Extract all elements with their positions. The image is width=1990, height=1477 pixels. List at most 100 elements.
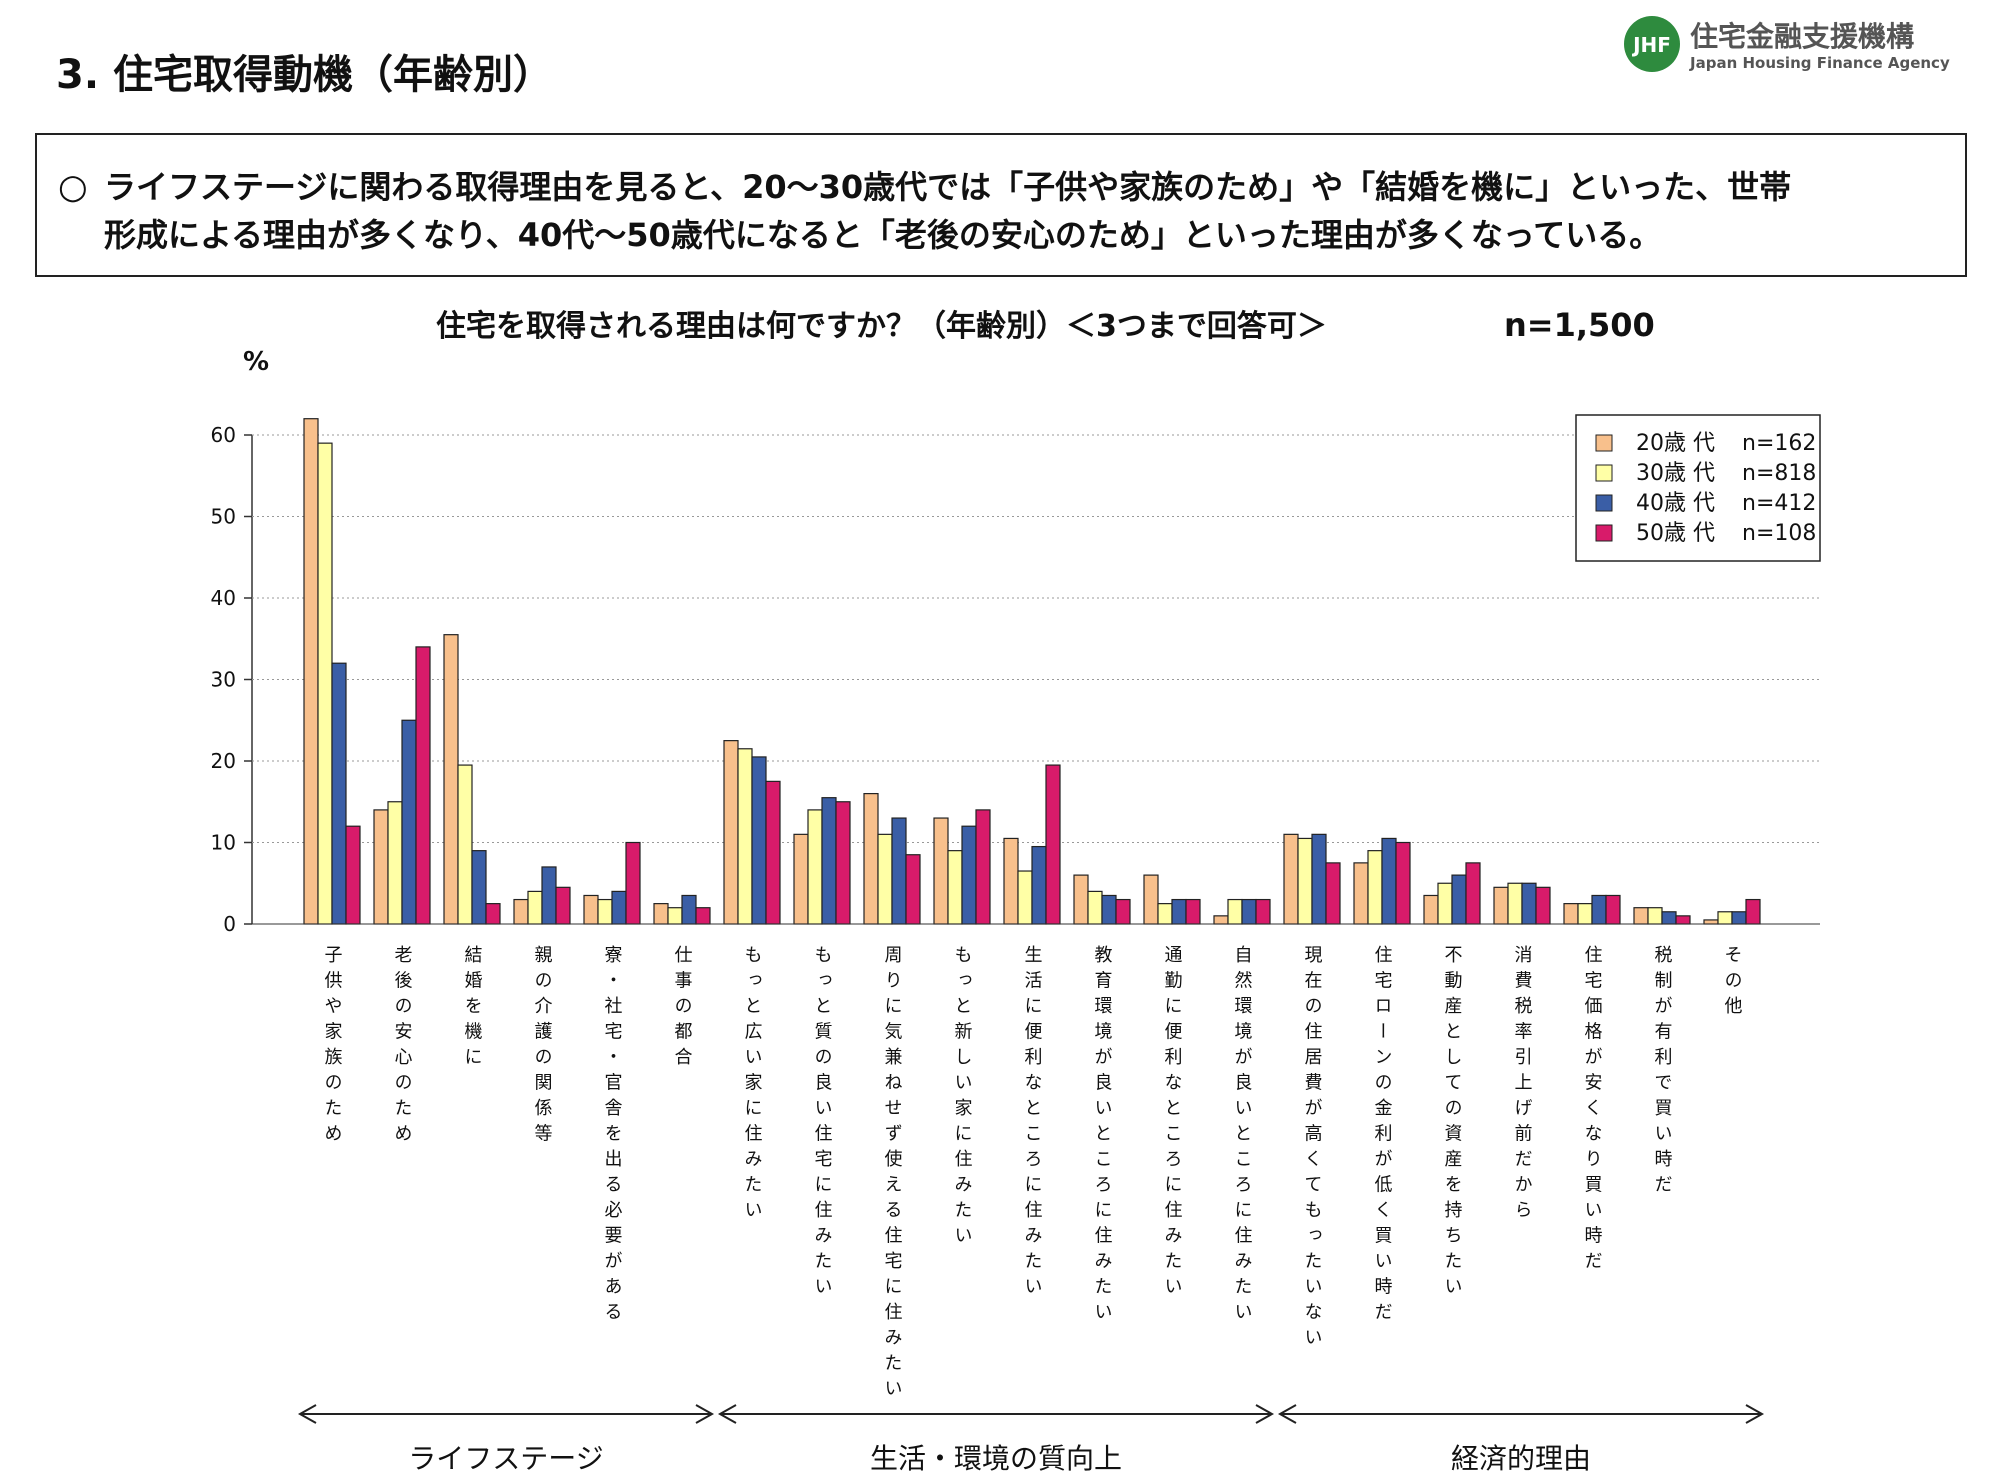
bar xyxy=(1157,903,1173,925)
group-arrow-head xyxy=(1277,1404,1765,1424)
bar xyxy=(1675,915,1691,925)
bar xyxy=(303,418,319,925)
bar xyxy=(597,898,613,925)
bar xyxy=(1283,833,1299,925)
bar xyxy=(1563,903,1579,925)
legend-label: 50歳 代 xyxy=(1636,521,1715,546)
legend-n: n=818 xyxy=(1742,461,1816,486)
summary-bullet: ○ xyxy=(58,167,88,207)
bar xyxy=(1465,862,1481,925)
sample-size: n=1,500 xyxy=(1504,306,1655,344)
bar xyxy=(1703,919,1719,925)
summary-line: ライフステージに関わる取得理由を見ると、20～30歳代では「子供や家族のため」や… xyxy=(104,168,1791,206)
legend-swatch xyxy=(1595,434,1613,452)
bar xyxy=(947,850,963,925)
x-tick-label: 税制が有利で買い時だ xyxy=(1652,945,1673,1200)
y-tick-label: 20 xyxy=(211,749,236,773)
x-tick-label: もっと質の良い住宅に住みたい xyxy=(812,945,833,1302)
bar xyxy=(1395,841,1411,925)
group-label: 生活・環境の質向上 xyxy=(870,1442,1122,1475)
bar xyxy=(1101,894,1117,925)
bar xyxy=(1031,845,1047,925)
bar xyxy=(1003,837,1019,925)
bar xyxy=(821,797,837,925)
summary-box xyxy=(35,133,1967,277)
bar xyxy=(877,833,893,925)
bar xyxy=(1591,894,1607,925)
bar xyxy=(625,841,641,925)
bar xyxy=(1633,907,1649,925)
legend-swatch xyxy=(1595,524,1613,542)
bar xyxy=(415,646,431,925)
bar xyxy=(1745,898,1761,925)
bar xyxy=(611,890,627,925)
y-tick-label: 30 xyxy=(211,668,236,692)
bar xyxy=(1661,911,1677,925)
y-tick-label: 60 xyxy=(211,423,236,447)
legend-label: 40歳 代 xyxy=(1636,491,1715,516)
x-tick-label: もっと広い家に住みたい xyxy=(742,945,763,1226)
bar xyxy=(1171,898,1187,925)
bar xyxy=(1451,874,1467,925)
bar xyxy=(1353,862,1369,925)
bar xyxy=(863,792,879,925)
x-tick-label: 現在の住居費が高くてもったいない xyxy=(1302,945,1323,1353)
bar xyxy=(1297,837,1313,925)
x-tick-label: 教育環境が良いところに住みたい xyxy=(1092,945,1113,1328)
bar xyxy=(1241,898,1257,925)
x-tick-label: 自然環境が良いところに住みたい xyxy=(1232,945,1253,1328)
group-label: ライフステージ xyxy=(408,1442,603,1475)
bar xyxy=(1521,882,1537,925)
bar xyxy=(765,780,781,925)
bar xyxy=(653,903,669,925)
bar xyxy=(1717,911,1733,925)
logo-mark: JHF xyxy=(1631,33,1671,57)
legend-box xyxy=(1575,414,1821,562)
bar xyxy=(513,898,529,925)
legend-label: 20歳 代 xyxy=(1636,431,1715,456)
bar xyxy=(331,662,347,925)
bar xyxy=(681,894,697,925)
x-tick-label: その他 xyxy=(1722,945,1743,1022)
bar xyxy=(555,886,571,925)
legend-label: 30歳 代 xyxy=(1636,461,1715,486)
bar xyxy=(1731,911,1747,925)
bar xyxy=(835,801,851,925)
bar xyxy=(1647,907,1663,925)
bar xyxy=(1507,882,1523,925)
bar xyxy=(373,809,389,925)
bar xyxy=(1535,886,1551,925)
legend-swatch xyxy=(1595,464,1613,482)
bar xyxy=(667,907,683,925)
x-tick-label: 通勤に便利なところに住みたい xyxy=(1162,945,1183,1302)
legend-n: n=108 xyxy=(1742,521,1816,546)
bar xyxy=(891,817,907,925)
y-tick-label: 0 xyxy=(223,912,236,936)
bar xyxy=(1045,764,1061,925)
bar xyxy=(1227,898,1243,925)
bar xyxy=(1143,874,1159,925)
bar xyxy=(807,809,823,925)
bar xyxy=(1073,874,1089,925)
x-tick-label: 住宅ローンの金利が低く買い時だ xyxy=(1372,945,1393,1328)
bar xyxy=(723,740,739,925)
y-tick-label: 50 xyxy=(211,505,236,529)
bar xyxy=(401,719,417,925)
x-tick-label: 住宅価格が安くなり買い時だ xyxy=(1582,945,1603,1277)
x-tick-label: 結婚を機に xyxy=(462,945,483,1073)
bar xyxy=(583,894,599,925)
bar xyxy=(905,854,921,925)
bar xyxy=(1255,898,1271,925)
bar xyxy=(961,825,977,925)
y-axis-label: % xyxy=(243,347,269,377)
bar xyxy=(1185,898,1201,925)
logo-mark-bg xyxy=(1624,16,1680,72)
legend-swatch xyxy=(1595,494,1613,512)
bar xyxy=(933,817,949,925)
bar xyxy=(1325,862,1341,925)
bar xyxy=(1381,837,1397,925)
x-tick-label: 生活に便利なところに住みたい xyxy=(1022,945,1043,1302)
bar xyxy=(1367,850,1383,925)
bar xyxy=(317,442,333,925)
